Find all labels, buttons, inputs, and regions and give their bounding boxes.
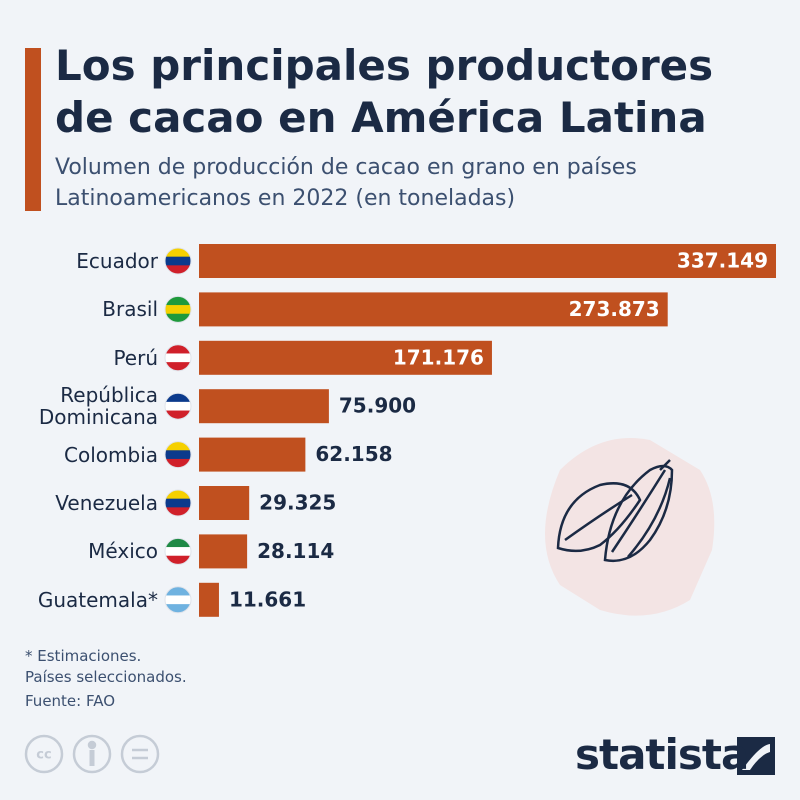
- logo-icon: [737, 737, 775, 775]
- value-label: 29.325: [259, 491, 336, 515]
- flag-stripe: [165, 248, 191, 258]
- flag-stripe: [165, 490, 191, 500]
- flag-stripe: [165, 296, 191, 306]
- flag-stripe: [165, 344, 191, 354]
- source: Fuente: FAO: [25, 692, 116, 710]
- footnote: Países seleccionados.: [25, 668, 187, 686]
- flag-stripe: [165, 362, 191, 371]
- chart-title: Los principales productores de cacao en …: [55, 41, 714, 142]
- cc-icons: cc: [24, 734, 160, 774]
- flag-stripe: [165, 265, 191, 274]
- value-label: 11.661: [229, 587, 306, 611]
- flag-stripe: [165, 450, 191, 460]
- flag-stripe: [165, 547, 191, 557]
- value-label: 62.158: [315, 442, 392, 466]
- accent-bar: [25, 48, 41, 211]
- flag-stripe: [165, 401, 191, 412]
- bar: [199, 486, 250, 520]
- category-label: República Dominicana: [38, 383, 158, 430]
- flag-border: [164, 392, 192, 420]
- flag: [164, 295, 192, 323]
- flag-stripe: [165, 441, 191, 451]
- category-label: Venezuela: [55, 491, 158, 515]
- flag: [164, 344, 192, 372]
- flag-stripe: [165, 538, 191, 548]
- flag-stripe: [165, 305, 191, 315]
- bar: [199, 437, 306, 472]
- flag-stripe: [165, 604, 191, 613]
- flag: [164, 247, 192, 275]
- flag: [164, 537, 192, 565]
- bar: [199, 389, 329, 424]
- value-label: 337.149: [677, 249, 768, 273]
- flag-stripe: [165, 507, 191, 516]
- flag-stripe: [165, 586, 191, 596]
- logo: statista: [575, 730, 749, 779]
- bar: [199, 582, 219, 617]
- value-label: 273.873: [569, 297, 660, 321]
- footnote: * Estimaciones.: [25, 647, 142, 665]
- flag: [164, 586, 192, 614]
- flag-stripe: [165, 458, 191, 468]
- value-label: 171.176: [393, 345, 484, 369]
- category-label: Ecuador: [76, 249, 158, 273]
- flag-stripe: [165, 313, 191, 323]
- flag-stripe: [165, 393, 191, 403]
- footnotes: * Estimaciones. Países seleccionados.: [25, 646, 187, 688]
- bar: [199, 292, 668, 327]
- flag-stripe: [165, 256, 191, 266]
- flag-stripe: [165, 595, 191, 605]
- flag-stripe: [165, 555, 191, 565]
- bar: [199, 244, 776, 278]
- flag: [164, 489, 192, 517]
- flag-border: [164, 489, 192, 517]
- chart-subtitle: Volumen de producción de cacao en grano …: [55, 155, 637, 211]
- flag-border: [164, 441, 192, 469]
- flag-stripe: [165, 353, 191, 363]
- flag: [164, 392, 192, 420]
- flag-stripe: [165, 498, 191, 508]
- bar: [199, 340, 492, 375]
- flag: [164, 441, 192, 469]
- category-label: México: [88, 539, 158, 564]
- flag-stripe: [165, 410, 191, 420]
- value-label: 28.114: [257, 539, 334, 563]
- flag-border: [164, 295, 192, 323]
- category-label: Perú: [113, 345, 158, 370]
- flag-border: [164, 586, 192, 614]
- flag-border: [164, 537, 192, 565]
- category-label: Guatemala*: [37, 587, 158, 612]
- category-label: Colombia: [64, 442, 158, 467]
- flag-border: [164, 247, 192, 275]
- flag-border: [164, 344, 192, 372]
- svg-text:cc: cc: [36, 748, 51, 763]
- category-label: Brasil: [102, 297, 158, 322]
- value-label: 75.900: [339, 394, 416, 418]
- cacao-illustration: [545, 438, 715, 616]
- bar: [199, 534, 248, 569]
